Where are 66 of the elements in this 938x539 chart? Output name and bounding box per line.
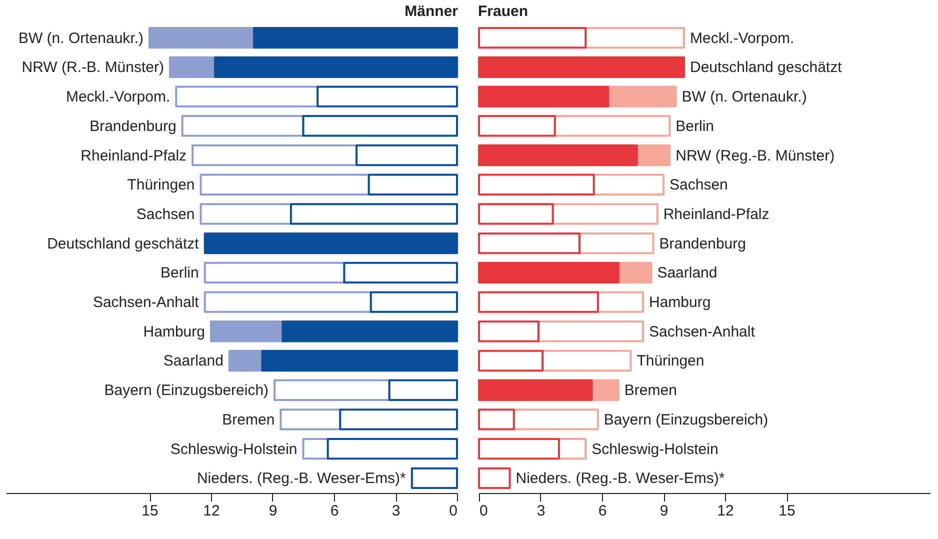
bar bbox=[590, 379, 620, 401]
bar bbox=[148, 26, 256, 49]
bar bbox=[478, 86, 610, 108]
category-label: Bayern (Einzugsbereich) bbox=[604, 411, 768, 428]
category-label: Brandenburg bbox=[90, 118, 176, 135]
category-label: BW (n. Ortenaukr.) bbox=[18, 30, 144, 47]
x-tick-label: 0 bbox=[449, 502, 458, 520]
bar bbox=[282, 320, 458, 342]
category-label: Meckl.-Vorpom. bbox=[66, 88, 170, 106]
category-label: Sachsen-Anhalt bbox=[649, 323, 755, 340]
category-label: Rheinland-Pfalz bbox=[80, 147, 187, 164]
bar bbox=[636, 144, 671, 166]
x-tick-label: 15 bbox=[778, 502, 796, 520]
chart-title: Frauen bbox=[478, 3, 528, 20]
chart-title: Männer bbox=[404, 3, 458, 20]
x-tick-label: 15 bbox=[142, 502, 158, 520]
category-label: Saarland bbox=[657, 264, 718, 282]
category-label: Berlin bbox=[160, 264, 199, 282]
x-tick-label: 12 bbox=[203, 502, 220, 520]
category-label: Schleswig-Holstein bbox=[592, 440, 718, 458]
bar bbox=[410, 467, 458, 490]
bar bbox=[617, 262, 652, 284]
category-label: Meckl.-Vorpom. bbox=[690, 30, 794, 47]
category-label: Schleswig-Holstein bbox=[170, 440, 298, 458]
category-label: Bremen bbox=[624, 382, 677, 400]
category-label: Sachsen-Anhalt bbox=[92, 294, 199, 312]
category-label: Nieders. (Reg.-B. Weser-Ems)* bbox=[196, 470, 406, 488]
x-tick-label: 9 bbox=[660, 502, 668, 520]
category-label: Berlin bbox=[676, 118, 714, 135]
category-label: Sachsen bbox=[136, 206, 195, 223]
x-tick-label: 9 bbox=[268, 502, 278, 520]
bar bbox=[607, 86, 677, 108]
bar bbox=[261, 350, 458, 372]
category-label: Deutschland geschätzt bbox=[47, 235, 199, 252]
category-label: NRW (R.-B. Münster) bbox=[22, 59, 164, 76]
category-label: NRW (Reg.-B. Münster) bbox=[676, 147, 835, 164]
bar bbox=[210, 320, 284, 342]
bar bbox=[478, 262, 620, 284]
category-label: Sachsen bbox=[670, 176, 728, 194]
x-tick-label: 0 bbox=[480, 502, 488, 520]
x-tick-label: 6 bbox=[330, 502, 339, 520]
category-label: Deutschland geschätzt bbox=[690, 59, 842, 76]
bar bbox=[204, 232, 458, 254]
category-label: Thüringen bbox=[127, 176, 195, 194]
category-label: Saarland bbox=[163, 352, 224, 370]
bar bbox=[478, 467, 511, 490]
x-tick-label: 12 bbox=[717, 502, 734, 520]
category-label: Bayern (Einzugsbereich) bbox=[104, 382, 269, 400]
category-label: Bremen bbox=[222, 411, 275, 428]
x-tick-label: 3 bbox=[536, 502, 546, 520]
category-label: Rheinland-Pfalz bbox=[663, 206, 770, 223]
x-tick-label: 6 bbox=[598, 502, 607, 520]
bar bbox=[228, 350, 264, 372]
category-label: Hamburg bbox=[649, 294, 711, 312]
bar bbox=[253, 26, 458, 49]
bar bbox=[214, 56, 458, 78]
category-label: Nieders. (Reg.-B. Weser-Ems)* bbox=[516, 470, 725, 488]
bar bbox=[478, 379, 593, 401]
bar bbox=[169, 56, 216, 78]
category-label: BW (n. Ortenaukr.) bbox=[682, 88, 807, 106]
category-label: Brandenburg bbox=[659, 235, 746, 252]
category-label: Thüringen bbox=[636, 352, 704, 370]
category-label: Hamburg bbox=[143, 323, 205, 340]
bar bbox=[478, 144, 638, 166]
x-tick-label: 3 bbox=[392, 502, 400, 520]
bar bbox=[478, 56, 685, 78]
